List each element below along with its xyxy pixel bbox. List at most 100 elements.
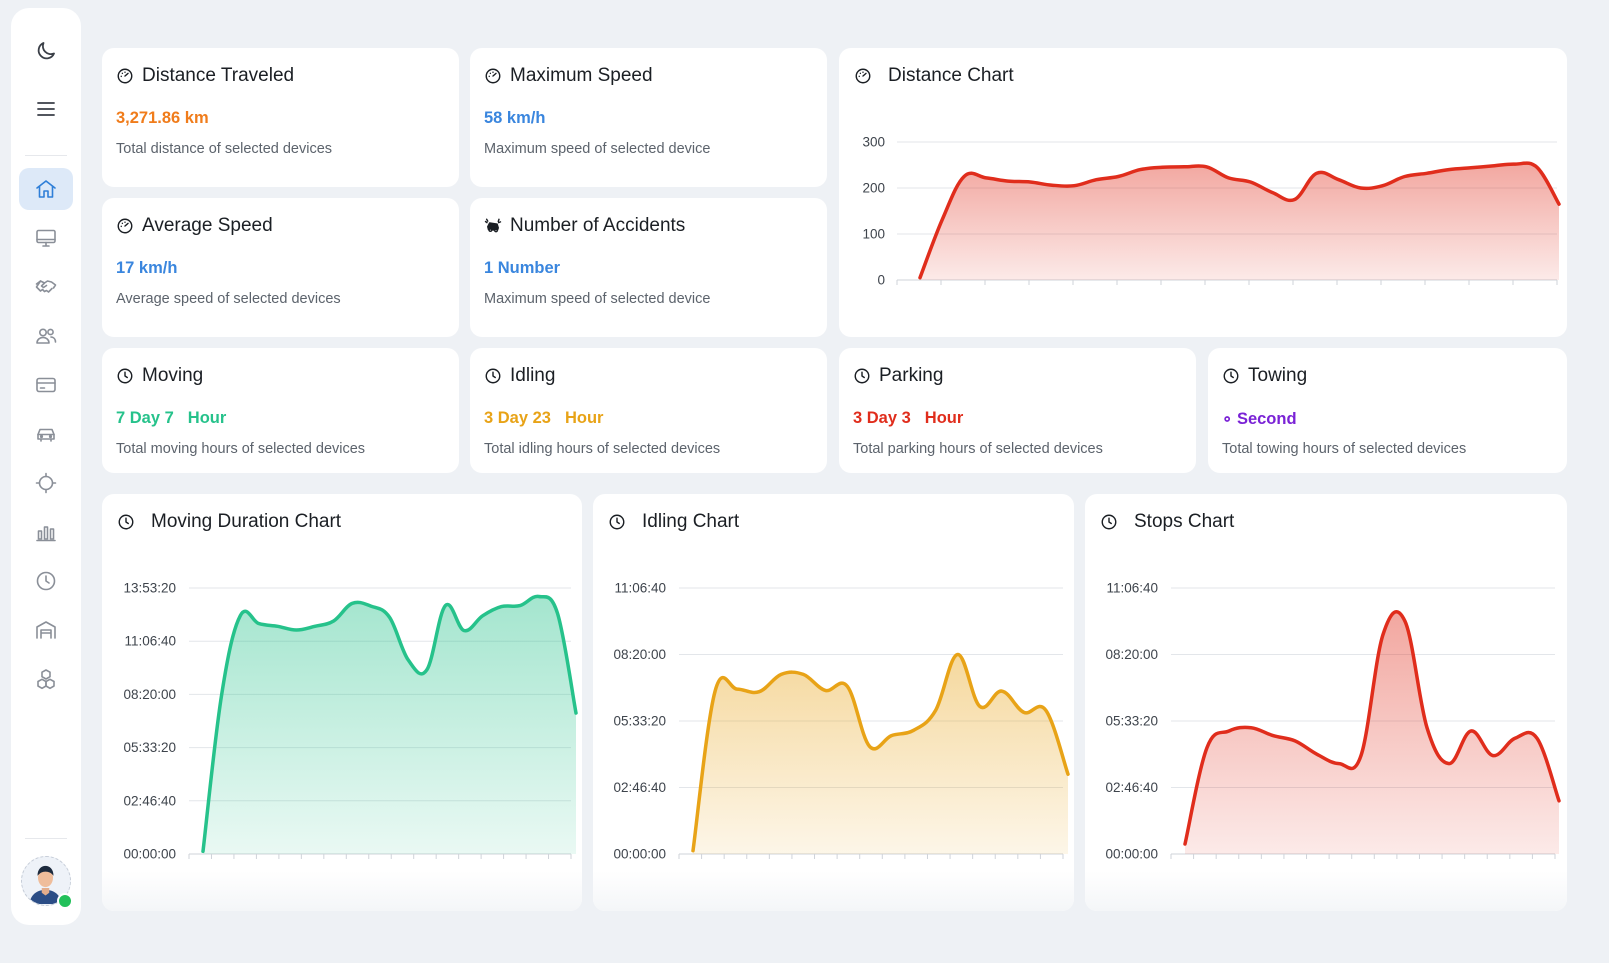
nav-assets[interactable]: [19, 658, 73, 700]
stat-value-main: 7 Day 7: [116, 409, 174, 427]
number-of-accidents-card: Number of Accidents 1 Number Maximum spe…: [470, 198, 827, 337]
menu-button[interactable]: [19, 88, 73, 130]
monitor-icon: [36, 229, 56, 247]
moon-icon: [37, 42, 55, 60]
y-tick-label: 200: [862, 181, 885, 196]
stat-value-main: 3 Day 23: [484, 409, 551, 427]
stat-value-unit: Hour: [187, 409, 227, 427]
stat-value: 17 km/h: [116, 259, 178, 277]
stat-description: Maximum speed of selected device: [484, 141, 711, 157]
nav-garage[interactable]: [19, 609, 73, 651]
chart-title: Idling Chart: [642, 511, 740, 532]
speedometer-icon: [855, 68, 871, 84]
card-title: Average Speed: [142, 215, 273, 236]
users-icon: [36, 328, 57, 344]
credit-card-icon: [36, 377, 56, 393]
car-crash-icon: [484, 218, 502, 233]
card-title: Towing: [1248, 365, 1308, 386]
sidebar-divider: [25, 155, 67, 156]
series-line: [1183, 609, 1561, 846]
nav-vehicles[interactable]: [19, 413, 73, 455]
sidebar: [11, 8, 81, 925]
stat-value-unit: Hour: [924, 409, 964, 427]
average-speed-card: Average Speed 17 km/h Average speed of s…: [102, 198, 459, 337]
series-area: [693, 654, 1068, 854]
card-title: Distance Traveled: [142, 65, 295, 86]
series-area: [1185, 611, 1559, 854]
nav-billing[interactable]: [19, 364, 73, 406]
y-tick-label: 00:00:00: [1105, 847, 1158, 862]
stat-value: 3 Day 23 Hour: [484, 409, 603, 428]
card-fade: [1085, 871, 1567, 911]
y-tick-label: 08:20:00: [1105, 647, 1158, 662]
home-icon: [36, 180, 56, 198]
distance-traveled-card: Distance Traveled 3,271.86 km Total dist…: [102, 48, 459, 187]
series-area: [203, 596, 576, 854]
clock-icon: [117, 368, 133, 384]
nav-home[interactable]: [19, 168, 73, 210]
stops-chart-card: Stops Chart 00:00:00 02:46:40 05:33:20 08:2…: [1085, 494, 1567, 911]
series-line: [918, 161, 1561, 280]
y-tick-label: 11:06:40: [1106, 581, 1158, 596]
maximum-speed-card: Maximum Speed 58 km/h Maximum speed of s…: [470, 48, 827, 187]
clock-icon: [1101, 514, 1117, 530]
user-avatar-icon: [29, 865, 62, 904]
car-icon: [37, 428, 55, 442]
y-tick-label: 00:00:00: [613, 847, 666, 862]
series-line: [201, 594, 578, 854]
stat-value-main: 3 Day 3: [853, 409, 911, 427]
clock-icon: [1223, 368, 1239, 384]
nav-users[interactable]: [19, 315, 73, 357]
nav-history[interactable]: [19, 560, 73, 602]
moving-card: Moving 7 Day 7 Hour Total moving hours of…: [102, 348, 459, 473]
stat-value: 58 km/h: [484, 109, 546, 127]
cubes-icon: [37, 669, 55, 690]
stat-description: Total towing hours of selected devices: [1222, 441, 1467, 457]
y-tick-label: 13:53:20: [123, 581, 176, 596]
stat-description: Total parking hours of selected devices: [853, 441, 1103, 457]
sidebar-divider: [25, 838, 67, 839]
chart-title: Moving Duration Chart: [151, 511, 342, 532]
idling-chart-card: Idling Chart 00:00:00 02:46:40 05:33:20 08:…: [593, 494, 1074, 911]
clock-icon: [118, 514, 134, 530]
hamburger-menu-icon: [37, 102, 55, 116]
card-title: Moving: [142, 365, 204, 386]
series-line: [691, 652, 1070, 853]
moving-duration-chart-card: Moving Duration Chart 00:00:00 02:46:40 05…: [102, 494, 582, 911]
y-tick-label: 11:06:40: [124, 634, 176, 649]
nav-partners[interactable]: [19, 266, 73, 308]
clock-icon: [36, 571, 56, 591]
y-tick-label: 02:46:40: [613, 780, 666, 795]
stat-value: 1 Number: [484, 259, 561, 277]
card-fade: [102, 871, 582, 911]
y-tick-label: 02:46:40: [1105, 780, 1158, 795]
chart-title: Stops Chart: [1134, 511, 1235, 532]
distance-chart: 0 100 200 300: [862, 135, 1561, 288]
card-title: Parking: [879, 365, 944, 386]
y-tick-label: 0: [877, 273, 885, 288]
user-avatar-button[interactable]: [21, 856, 73, 909]
distance-chart-card: Distance Chart 0 100 200 300: [839, 48, 1567, 337]
stat-description: Total moving hours of selected devices: [116, 441, 366, 457]
nav-monitor[interactable]: [19, 217, 73, 259]
nav-tracking[interactable]: [19, 462, 73, 504]
nav-reports[interactable]: [19, 511, 73, 553]
stat-description: Average speed of selected devices: [116, 291, 341, 307]
clock-icon: [609, 514, 625, 530]
moving-duration-chart: 00:00:00 02:46:40 05:33:20 08:20:00 11:06:40…: [123, 581, 578, 862]
card-title: Idling: [510, 365, 556, 386]
theme-toggle-button[interactable]: [19, 30, 73, 72]
stops-chart: 00:00:00 02:46:40 05:33:20 08:20:00 11:06:40: [1105, 581, 1561, 862]
stat-value-unit: Hour: [564, 409, 604, 427]
y-tick-label: 02:46:40: [123, 793, 176, 808]
bar-chart-icon: [36, 526, 56, 542]
y-tick-label: 300: [862, 135, 885, 150]
clock-icon: [485, 368, 501, 384]
chart-title: Distance Chart: [888, 65, 1014, 86]
idling-card: Idling 3 Day 23 Hour Total idling hours o…: [470, 348, 827, 473]
stat-description: Total idling hours of selected devices: [484, 441, 721, 457]
stat-value: 7 Day 7 Hour: [116, 409, 226, 428]
y-tick-label: 11:06:40: [614, 581, 666, 596]
y-tick-label: 00:00:00: [123, 847, 176, 862]
y-tick-label: 100: [862, 227, 885, 242]
